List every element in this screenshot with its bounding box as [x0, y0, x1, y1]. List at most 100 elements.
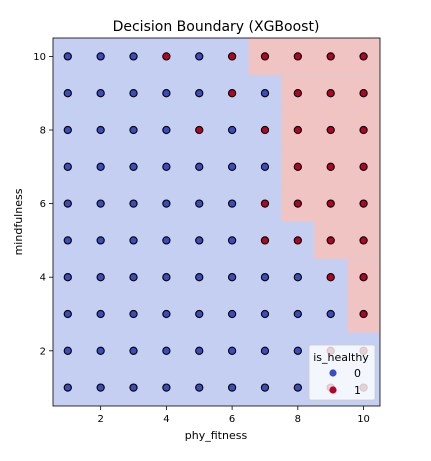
- data-point-82: [129, 89, 138, 98]
- data-point-91: [96, 52, 105, 61]
- data-point-53: [162, 199, 171, 208]
- data-point-88: [326, 89, 335, 98]
- y-tick-label-3: 8: [40, 126, 46, 137]
- data-point-20: [63, 309, 72, 319]
- data-point-64: [195, 162, 204, 171]
- data-point-87: [293, 89, 302, 98]
- data-point-74: [195, 125, 204, 135]
- data-point-81: [96, 89, 105, 98]
- data-point-28: [326, 309, 335, 319]
- data-point-97: [293, 52, 302, 61]
- legend-marker-0: [329, 369, 337, 377]
- data-point-80: [63, 89, 72, 98]
- data-point-16: [260, 346, 270, 355]
- legend-title: is_healthy: [313, 351, 369, 364]
- data-point-52: [129, 199, 138, 208]
- legend: is_healthy 0 1: [308, 344, 376, 401]
- data-point-50: [63, 199, 72, 208]
- data-point-49: [359, 236, 368, 245]
- y-tick-label-1: 4: [40, 273, 46, 284]
- data-point-84: [195, 89, 204, 98]
- y-tick-label-4: 10: [33, 52, 46, 63]
- data-point-5: [227, 383, 237, 392]
- data-point-79: [359, 125, 368, 135]
- data-point-99: [359, 52, 368, 61]
- data-point-13: [162, 346, 171, 355]
- data-point-62: [129, 162, 138, 171]
- legend-label-0: 0: [354, 367, 361, 380]
- data-point-43: [162, 236, 171, 245]
- data-point-71: [96, 125, 105, 135]
- data-point-7: [293, 383, 302, 392]
- chart-title: Decision Boundary (XGBoost): [113, 19, 320, 35]
- data-point-96: [260, 52, 270, 61]
- data-point-24: [195, 309, 204, 319]
- data-point-51: [96, 199, 105, 208]
- data-point-26: [260, 309, 270, 319]
- data-point-10: [63, 346, 72, 355]
- data-point-92: [129, 52, 138, 61]
- data-point-40: [63, 236, 72, 245]
- data-point-29: [359, 309, 368, 319]
- data-point-63: [162, 162, 171, 171]
- data-point-37: [293, 273, 302, 282]
- data-point-30: [63, 273, 72, 282]
- data-point-15: [227, 346, 237, 355]
- data-point-14: [195, 346, 204, 355]
- y-tick-label-2: 6: [40, 199, 46, 210]
- data-points: [63, 52, 368, 392]
- data-point-60: [63, 162, 72, 171]
- data-point-48: [326, 236, 335, 245]
- data-point-27: [293, 309, 302, 319]
- data-point-54: [195, 199, 204, 208]
- data-point-2: [129, 383, 138, 392]
- x-tick-label-4: 10: [357, 414, 370, 425]
- data-point-3: [162, 383, 171, 392]
- data-point-11: [96, 346, 105, 355]
- data-point-17: [293, 346, 302, 355]
- data-point-58: [326, 199, 335, 208]
- data-point-32: [129, 273, 138, 282]
- data-point-33: [162, 273, 171, 282]
- data-point-72: [129, 125, 138, 135]
- data-point-55: [227, 199, 237, 208]
- data-point-59: [359, 199, 368, 208]
- data-point-67: [293, 162, 302, 171]
- data-point-70: [63, 125, 72, 135]
- data-point-47: [293, 236, 302, 245]
- data-point-98: [326, 52, 335, 61]
- data-point-61: [96, 162, 105, 171]
- data-point-21: [96, 309, 105, 319]
- data-point-44: [195, 236, 204, 245]
- data-point-85: [227, 89, 237, 98]
- data-point-89: [359, 89, 368, 98]
- data-point-77: [293, 125, 302, 135]
- data-point-76: [260, 125, 270, 135]
- x-axis-ticks: 2 4 6 8 10: [97, 406, 370, 425]
- y-axis-ticks: 2 4 6 8 10: [33, 52, 53, 357]
- data-point-23: [162, 309, 171, 319]
- x-axis-label: phy_fitness: [185, 429, 248, 442]
- data-point-35: [227, 273, 237, 282]
- data-point-4: [195, 383, 204, 392]
- data-point-46: [260, 236, 270, 245]
- data-point-38: [326, 273, 335, 282]
- data-point-83: [162, 89, 171, 98]
- data-point-78: [326, 125, 335, 135]
- data-point-42: [129, 236, 138, 245]
- data-point-22: [129, 309, 138, 319]
- region-class-1-row-2: [314, 222, 380, 259]
- x-tick-label-2: 6: [229, 414, 235, 425]
- data-point-31: [96, 273, 105, 282]
- legend-marker-1: [329, 386, 337, 394]
- plot-frame: [52, 37, 381, 407]
- x-tick-label-1: 4: [163, 414, 169, 425]
- data-point-75: [227, 125, 237, 135]
- data-point-1: [96, 383, 105, 392]
- data-point-94: [195, 52, 204, 61]
- data-point-45: [227, 236, 237, 245]
- x-tick-label-3: 8: [295, 414, 301, 425]
- data-point-95: [227, 52, 237, 61]
- data-point-93: [162, 52, 171, 61]
